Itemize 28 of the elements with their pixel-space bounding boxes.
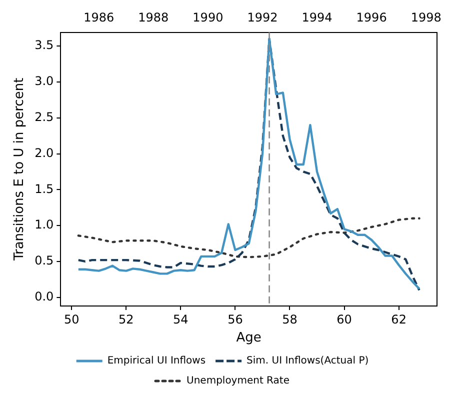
y-tick-label: 3.5 — [34, 38, 54, 52]
y-tick-label: 0.5 — [34, 254, 54, 268]
x2-tick-label: 1988 — [138, 10, 169, 24]
y-tick-label: 1.0 — [34, 218, 54, 232]
y-tick-label: 0.0 — [34, 290, 54, 304]
x-tick-label: 56 — [228, 312, 243, 326]
x2-tick-label: 1992 — [247, 10, 278, 24]
y-tick-label: 3.0 — [34, 74, 54, 88]
legend-label: Sim. UI Inflows(Actual P) — [246, 356, 369, 367]
x-tick-label: 52 — [118, 312, 134, 326]
y-tick-label: 2.0 — [34, 146, 54, 160]
x-tick-label: 60 — [336, 312, 352, 326]
legend-label: Empirical UI Inflows — [107, 356, 206, 367]
legend-label: Unemployment Rate — [186, 376, 290, 387]
x2-tick-label: 1996 — [356, 10, 387, 24]
x-tick-label: 62 — [391, 312, 406, 326]
x2-tick-label: 1986 — [84, 10, 114, 24]
x-tick-label: 54 — [173, 312, 188, 326]
y-tick-label: 1.5 — [34, 182, 54, 196]
line-series — [77, 217, 420, 258]
x-axis-title: Age — [236, 330, 262, 346]
x2-tick-label: 1990 — [192, 10, 224, 24]
y-axis-title: Transitions E to U in percent — [12, 78, 28, 262]
x2-tick-label: 1998 — [410, 10, 442, 24]
y-tick-label: 2.5 — [34, 110, 54, 124]
x-tick-label: 58 — [282, 312, 298, 326]
x-tick-label: 50 — [64, 312, 80, 326]
x2-tick-label: 1994 — [302, 10, 332, 24]
